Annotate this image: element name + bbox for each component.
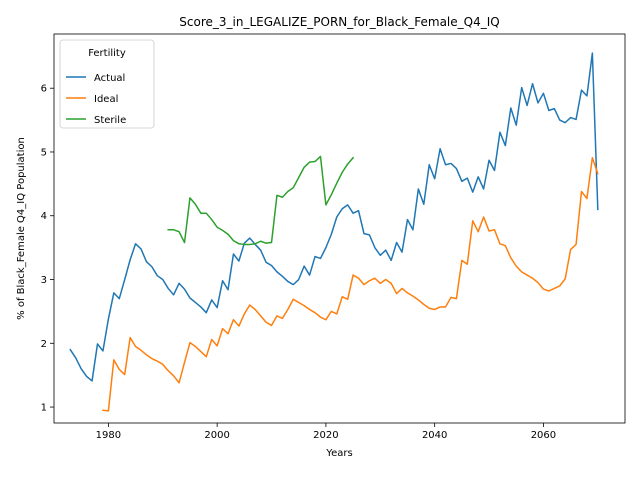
x-tick-label: 2000 [204,430,229,441]
y-tick-label: 6 [41,84,47,95]
x-tick-label: 2060 [531,430,556,441]
x-axis: 1980 2000 2020 2040 2060 [96,423,556,441]
chart-title: Score_3_in_LEGALIZE_PORN_for_Black_Femal… [179,15,499,29]
x-axis-title: Years [325,448,352,459]
y-tick-label: 2 [41,339,47,350]
legend-label-actual: Actual [94,73,125,84]
y-tick-label: 3 [41,275,47,286]
y-axis-title: % of Black_Female Q4_IQ Population [16,137,27,320]
legend-title: Fertility [88,48,126,59]
x-tick-label: 1980 [96,430,121,441]
x-tick-label: 2040 [422,430,447,441]
series-layer [69,52,599,412]
legend-label-ideal: Ideal [94,94,118,105]
legend-box [59,39,155,129]
y-tick-label: 1 [41,403,47,414]
y-axis: 1 2 3 4 5 6 [41,84,54,414]
legend: Fertility Actual Ideal Sterile [59,39,155,129]
legend-entries: Actual Ideal Sterile [66,73,126,126]
series-line-actual [69,52,599,382]
y-tick-label: 4 [41,211,47,222]
series-line-ideal [102,156,599,412]
y-tick-label: 5 [41,147,47,158]
series-line-sterile [167,155,355,246]
legend-label-sterile: Sterile [94,115,126,126]
plot-frame [53,33,626,424]
x-tick-label: 2020 [313,430,338,441]
